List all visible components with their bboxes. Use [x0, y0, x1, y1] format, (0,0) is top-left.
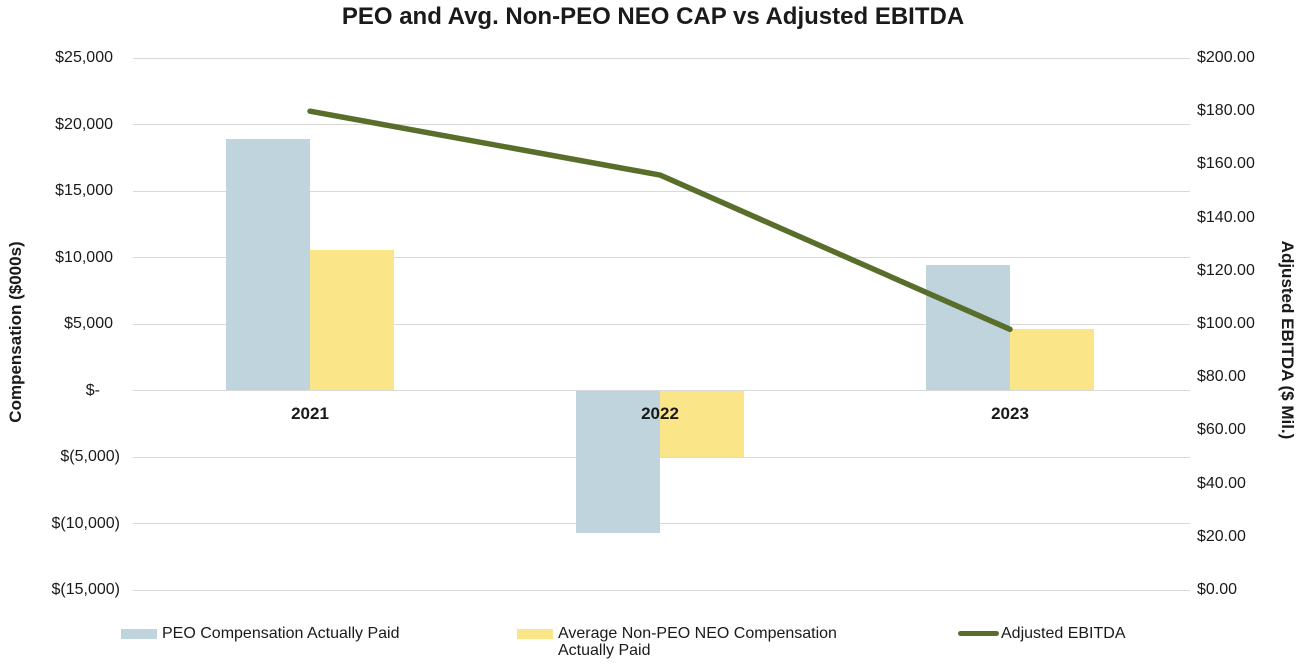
- legend-item-peo: PEO Compensation Actually Paid: [121, 625, 399, 642]
- right-axis-tick-label: $80.00: [1197, 368, 1246, 386]
- gridline: [133, 124, 1190, 125]
- category-label-2022: 2022: [641, 403, 679, 423]
- right-axis-tick-label: $200.00: [1197, 49, 1255, 66]
- left-axis-title: Compensation ($000s): [6, 241, 25, 423]
- left-axis-tick-label: $5,000: [64, 315, 113, 332]
- left-axis-tick-label: $10,000: [55, 248, 113, 266]
- left-axis-tick-label: $(10,000): [51, 514, 121, 532]
- legend-bar-swatch: [517, 629, 553, 639]
- chart-title: PEO and Avg. Non-PEO NEO CAP vs Adjusted…: [341, 3, 965, 30]
- left-axis-tick-label: $-: [85, 381, 100, 399]
- legend-label: Average Non-PEO NEO Compensation Actuall…: [558, 625, 837, 659]
- right-axis-tick-label: $100.00: [1197, 315, 1255, 332]
- gridline: [133, 523, 1190, 524]
- bar-non-peo-2022: [660, 390, 744, 457]
- category-label-2021: 2021: [291, 403, 329, 423]
- legend-line-swatch: [958, 631, 999, 636]
- left-axis-tick-label: $15,000: [55, 182, 113, 199]
- legend-bar-swatch: [121, 629, 157, 639]
- right-axis-tick-label: $60.00: [1197, 421, 1246, 439]
- left-axis-tick-label: $25,000: [55, 49, 113, 66]
- right-axis-tick-label: $120.00: [1197, 261, 1255, 279]
- left-axis-tick-label: $(15,000): [51, 581, 121, 598]
- right-axis-tick-label: $20.00: [1197, 527, 1246, 545]
- left-axis-tick-label: $20,000: [55, 115, 113, 133]
- right-axis-tick-label: $180.00: [1197, 102, 1255, 120]
- bar-peo-2021: [226, 139, 310, 391]
- category-label-2023: 2023: [991, 403, 1029, 423]
- bar-non-peo-2023: [1010, 329, 1094, 391]
- legend-item-non-peo: Average Non-PEO NEO Compensation Actuall…: [517, 625, 893, 659]
- gridline: [133, 57, 1190, 59]
- right-axis-tick-label: $0.00: [1197, 581, 1238, 598]
- right-axis-tick-label: $40.00: [1197, 474, 1246, 492]
- legend-label: Adjusted EBITDA: [1001, 625, 1126, 642]
- right-axis-tick-label: $160.00: [1197, 155, 1255, 173]
- legend-label: PEO Compensation Actually Paid: [162, 625, 400, 642]
- ebitda-line: [307, 108, 1013, 333]
- bar-non-peo-2021: [310, 250, 394, 391]
- gridline: [133, 589, 1190, 591]
- gridline: [133, 456, 1190, 458]
- left-axis-tick-label: $(5,000): [60, 448, 120, 465]
- bar-peo-2022: [576, 390, 660, 533]
- legend-item-ebitda: Adjusted EBITDA: [958, 625, 1126, 642]
- right-axis-tick-label: $140.00: [1197, 208, 1255, 226]
- right-axis-title: Adjusted EBITDA ($ Mil.): [1278, 240, 1297, 440]
- bar-peo-2023: [926, 264, 1010, 391]
